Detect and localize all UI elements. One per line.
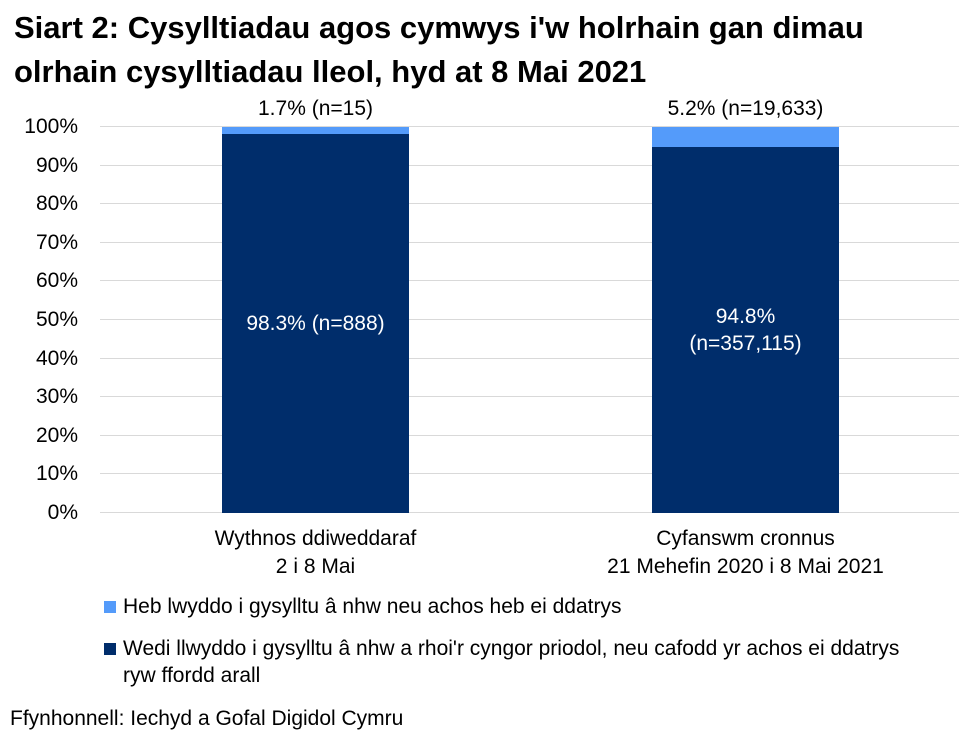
stacked-bar: 98.3% (n=888) [222,127,409,513]
gridline [100,241,959,243]
stacked-bar: 94.8% (n=357,115) [652,127,839,513]
bar-inner-label: 98.3% (n=888) [246,311,385,335]
bar-top-label: 1.7% (n=15) [258,97,373,120]
gridline [100,280,959,282]
bar-inner-label: 94.8% [715,304,776,328]
x-axis-category-label: Cyfanswm cronnus 21 Mehefin 2020 i 8 Mai … [607,525,884,581]
bar-segment-unreached [222,127,409,134]
y-axis-tick-label: 100% [24,115,78,138]
gridline [100,512,959,513]
y-axis-tick-label: 60% [35,269,78,293]
plot-area: 0% 10% 20% 30% 40% 50% 60% 70% 80% 90% 100% 98.3% (… [24,97,959,578]
legend: Heb lwyddo i gysylltu â nhw neu achos he… [104,594,904,689]
legend-item-reached: Wedi llwyddo i gysylltu â nhw a rhoi'r c… [104,636,904,689]
y-axis-tick-label: 90% [35,153,78,177]
gridline [100,396,959,398]
legend-marker-light-blue-icon [104,601,116,613]
gridline [100,434,959,436]
y-axis-tick-label: 80% [35,192,78,216]
bar-top-label: 5.2% (n=19,633) [667,97,824,120]
x-axis-category-line: 21 Mehefin 2020 i 8 Mai 2021 [607,554,884,578]
gridline [100,473,959,475]
x-axis-category-line: Wythnos ddiweddaraf [214,527,417,550]
bar-segment-reached: 98.3% (n=888) [222,133,409,513]
bar-segment-reached: 94.8% (n=357,115) [652,147,839,513]
legend-label-reached: Wedi llwyddo i gysylltu â nhw a rhoi'r c… [123,637,900,687]
x-axis-category-line: 2 i 8 Mai [275,554,356,578]
legend-marker-dark-blue-icon [104,643,116,656]
gridline [100,319,959,320]
x-axis-category-line: Cyfanswm cronnus [656,527,835,550]
y-axis-tick-label: 40% [35,346,78,370]
gridline [100,357,959,359]
y-axis-tick-label: 0% [47,501,78,524]
gridline [100,126,959,127]
y-axis-tick-label: 50% [35,308,78,331]
bar-inner-label: (n=357,115) [689,332,802,356]
gridline [100,203,959,205]
legend-item-unreached: Heb lwyddo i gysylltu â nhw neu achos he… [104,594,904,620]
x-axis-category-label: Wythnos ddiweddaraf 2 i 8 Mai [215,525,417,581]
y-axis-tick-label: 70% [35,230,78,254]
legend-label-unreached: Heb lwyddo i gysylltu â nhw neu achos he… [123,595,622,618]
y-axis-tick-label: 30% [35,385,78,409]
y-axis-tick-label: 20% [35,423,78,447]
gridline [100,164,959,166]
bar-segment-unreached [652,127,839,148]
chart-title: Siart 2: Cysylltiadau agos cymwys i'w ho… [14,10,864,90]
source-note: Ffynhonnell: Iechyd a Gofal Digidol Cymr… [10,707,404,730]
y-axis-tick-label: 10% [35,462,78,486]
